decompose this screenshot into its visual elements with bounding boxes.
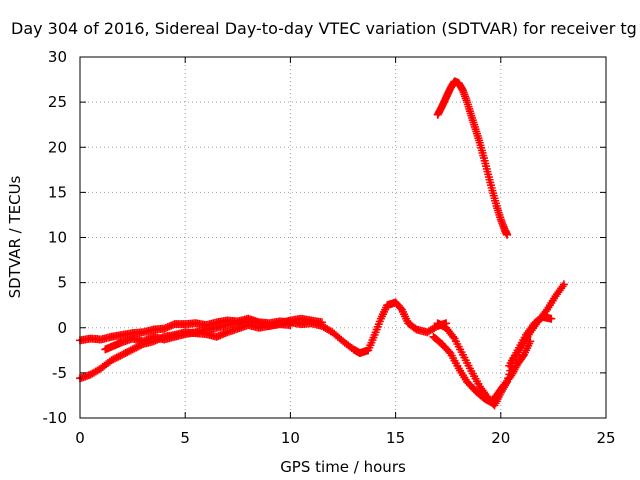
y-tick-label: 20	[48, 138, 67, 156]
series-track-f	[505, 312, 556, 370]
y-tick-label: -5	[52, 364, 67, 382]
chart-title: Day 304 of 2016, Sidereal Day-to-day VTE…	[11, 19, 637, 38]
series-line	[104, 319, 291, 351]
y-tick-labels: -10 -5 0 5 10 15 20 25 30	[43, 48, 68, 427]
y-axis-label: SDTVAR / TECUs	[6, 175, 24, 298]
y-tick-label: 25	[48, 93, 67, 111]
y-tick-label: 15	[48, 183, 67, 201]
y-tick-label: -10	[43, 409, 68, 427]
x-axis-label: GPS time / hours	[280, 458, 406, 476]
series-line	[507, 315, 552, 367]
axis-ticks	[79, 56, 607, 419]
x-tick-label: 25	[596, 429, 615, 447]
x-tick-labels: 0 5 10 15 20 25	[75, 429, 615, 447]
x-tick-label: 10	[281, 429, 300, 447]
x-tick-label: 15	[386, 429, 405, 447]
grid-lines	[80, 57, 606, 418]
y-tick-label: 10	[48, 229, 67, 247]
plot-frame	[79, 56, 607, 419]
series-track-c	[101, 316, 295, 354]
series-line	[436, 79, 509, 236]
y-tick-label: 0	[57, 319, 67, 337]
x-tick-label: 0	[75, 429, 85, 447]
series-track-e	[433, 280, 568, 410]
x-tick-label: 5	[180, 429, 190, 447]
y-tick-label: 5	[57, 274, 67, 292]
data-series	[76, 77, 568, 410]
x-tick-label: 20	[491, 429, 510, 447]
y-tick-label: 30	[48, 48, 67, 66]
series-track-g	[433, 77, 512, 239]
